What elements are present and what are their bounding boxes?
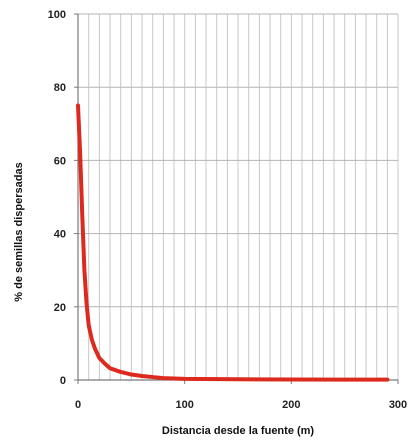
x-tick-label: 0 [75,399,81,411]
y-tick-label: 0 [60,375,66,387]
x-tick-label: 100 [175,399,193,411]
x-tick-label: 200 [282,399,300,411]
y-tick-label: 100 [48,9,66,21]
x-axis-title: Distancia desde la fuente (m) [162,425,315,437]
y-tick-label: 60 [54,155,66,167]
y-tick-label: 80 [54,82,66,94]
grid-lines [78,13,399,380]
series-line-1 [76,103,390,382]
y-tick-label: 40 [54,229,66,241]
y-axis-title: % de semillas dispersadas [13,162,25,301]
tick-labels: 0 20 40 60 80 100 0 100 200 300 [48,9,408,411]
y-tick-label: 20 [54,302,66,314]
x-tick-label: 300 [389,399,407,411]
axes [74,13,399,384]
series-layer [76,103,390,382]
